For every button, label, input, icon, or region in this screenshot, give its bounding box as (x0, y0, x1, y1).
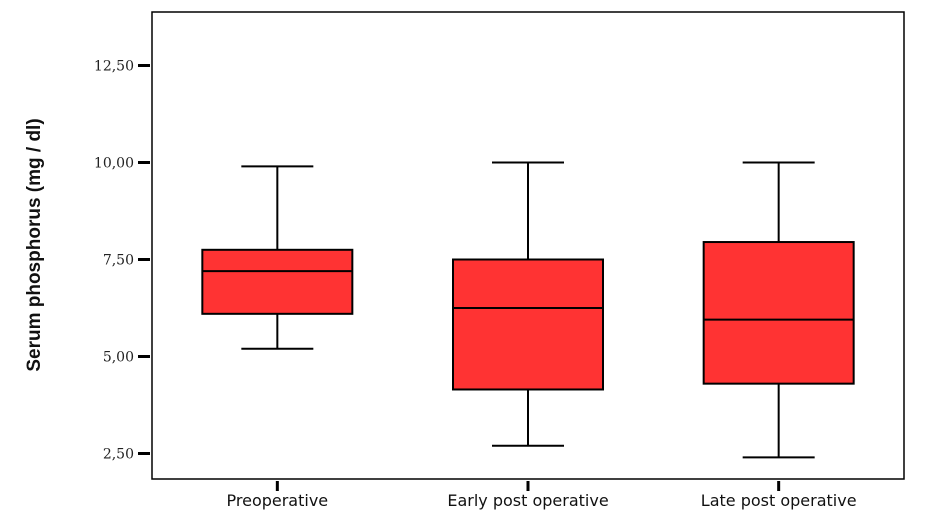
interquartile-box (452, 258, 604, 391)
box-2 (452, 161, 604, 447)
y-tick-label: 5,00 (103, 350, 134, 366)
y-tick-label: 2,50 (103, 447, 134, 463)
y-axis: 2,50 5,00 7,50 10,00 12,50 (94, 59, 150, 463)
x-axis: Preoperative Early post operative Late pos… (227, 481, 857, 510)
y-tick-label: 12,50 (94, 59, 134, 75)
x-tick-label: Preoperative (227, 491, 329, 510)
x-tick-label: Early post operative (447, 491, 608, 510)
box-3 (702, 161, 855, 459)
interquartile-box (201, 248, 354, 315)
y-tick-label: 10,00 (94, 156, 134, 172)
y-tick-label: 7,50 (103, 253, 134, 269)
interquartile-box (702, 241, 855, 385)
box-series (201, 161, 855, 459)
x-tick-label: Late post operative (701, 491, 857, 510)
y-axis-label: Serum phosphorus (mg / dl) (24, 118, 45, 371)
box-1 (201, 165, 354, 350)
